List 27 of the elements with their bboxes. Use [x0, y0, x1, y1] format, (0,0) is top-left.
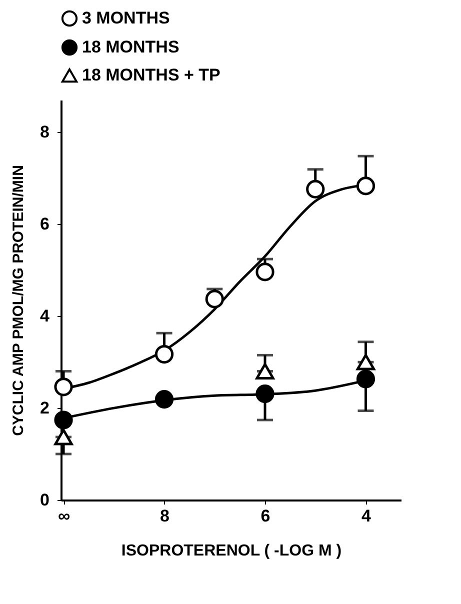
x-tick-label: 4 — [362, 506, 372, 526]
x-tick-label: ∞ — [58, 506, 70, 526]
point — [356, 370, 376, 388]
point — [54, 410, 73, 430]
point — [356, 354, 376, 370]
y-tick-label: 2 — [40, 398, 50, 418]
point — [154, 344, 174, 364]
legend-label: 18 MONTHS + TP — [82, 66, 220, 84]
y-tick-label: 0 — [40, 490, 50, 510]
point — [356, 176, 376, 196]
point — [154, 390, 174, 409]
point — [256, 363, 274, 380]
y-tick-label: 8 — [40, 122, 50, 142]
y-axis-title: CYCLIC AMP PMOL/MG PROTEIN/MIN — [10, 165, 28, 436]
point — [256, 384, 274, 404]
point — [54, 378, 73, 396]
x-tick-label: 6 — [260, 506, 270, 526]
point — [54, 428, 73, 446]
y-tick-label: 4 — [40, 306, 50, 326]
x-axis-title: ISOPROTERENOL ( -LOG M ) — [121, 542, 342, 560]
legend-label: 18 MONTHS — [82, 38, 180, 56]
point — [306, 180, 325, 198]
legend-label: 3 MONTHS — [82, 8, 170, 28]
x-tick-label: 8 — [160, 506, 170, 526]
point — [256, 262, 274, 282]
point — [205, 290, 224, 308]
y-tick-label: 6 — [40, 214, 50, 234]
